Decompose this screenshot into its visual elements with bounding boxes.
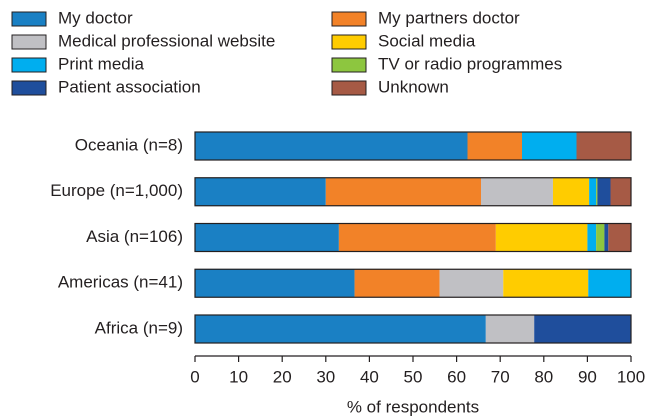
x-axis-title: % of respondents	[347, 397, 479, 416]
bar-segment	[467, 132, 522, 160]
bar-segment	[576, 132, 631, 160]
bar-outline	[194, 131, 632, 161]
x-tick-label: 0	[190, 367, 199, 386]
legend-label: Patient association	[58, 77, 201, 96]
bar-segment	[597, 177, 611, 206]
bar-segment	[596, 177, 598, 206]
bar-segment	[195, 223, 339, 252]
bar-segment	[495, 223, 588, 252]
bar-segment	[195, 132, 468, 160]
legend-swatch	[11, 11, 47, 27]
bar-segment	[195, 269, 355, 298]
x-tick-label: 30	[316, 367, 335, 386]
x-tick-label: 90	[578, 367, 597, 386]
bar-segment	[610, 177, 631, 206]
bar-segment	[522, 132, 577, 160]
legend-label: Medical professional website	[58, 31, 275, 50]
bar-segment	[588, 269, 631, 298]
x-tick-label: 20	[273, 367, 292, 386]
legend-swatch	[331, 11, 367, 27]
bar-segment	[503, 269, 589, 298]
legend-label: TV or radio programmes	[378, 54, 562, 73]
x-tick-label: 40	[360, 367, 379, 386]
x-tick-label: 100	[617, 367, 645, 386]
y-tick-label: Asia (n=106)	[86, 227, 183, 246]
y-tick-label: Africa (n=9)	[95, 318, 183, 337]
y-tick-label: Europe (n=1,000)	[50, 181, 183, 200]
bar-segment	[338, 223, 496, 252]
bar-segment	[481, 177, 553, 206]
bar-segment	[608, 223, 631, 252]
bar-segment	[587, 223, 597, 252]
bar-segment	[195, 177, 326, 206]
bar-segment	[354, 269, 440, 298]
bar-segment	[604, 223, 609, 252]
bar-segment	[439, 269, 504, 298]
legend-swatch	[331, 57, 367, 73]
legend-label: Print media	[58, 54, 145, 73]
legend-label: My partners doctor	[378, 8, 520, 27]
bar-outline	[194, 268, 632, 298]
bar-segment	[485, 315, 535, 343]
legend-label: My doctor	[58, 8, 133, 27]
x-tick-label: 70	[491, 367, 510, 386]
legend-swatch	[11, 80, 47, 96]
y-tick-label: Americas (n=41)	[58, 273, 183, 292]
bar-segment	[534, 315, 631, 343]
x-tick-label: 80	[534, 367, 553, 386]
legend-swatch	[11, 57, 47, 73]
bar-segment	[195, 315, 486, 343]
bar-segment	[596, 223, 605, 252]
bar-outline	[194, 177, 632, 207]
legend-label: Social media	[378, 31, 476, 50]
bar-segment	[589, 177, 597, 206]
x-tick-label: 50	[404, 367, 423, 386]
legend-swatch	[331, 80, 367, 96]
y-tick-label: Oceania (n=8)	[75, 135, 183, 154]
x-tick-label: 60	[447, 367, 466, 386]
legend-label: Unknown	[378, 77, 449, 96]
legend-swatch	[331, 34, 367, 50]
bar-segment	[325, 177, 482, 206]
x-tick-label: 10	[229, 367, 248, 386]
bar-segment	[552, 177, 590, 206]
legend-swatch	[11, 34, 47, 50]
bar-outline	[194, 314, 632, 344]
bar-outline	[194, 222, 632, 253]
